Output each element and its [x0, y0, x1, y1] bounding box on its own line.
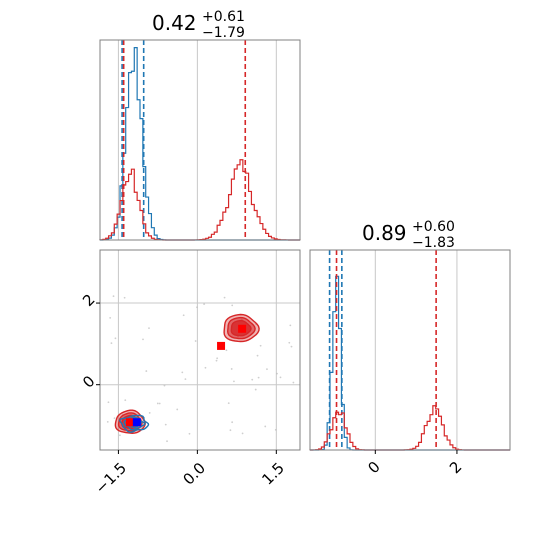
- scatter-point: [107, 401, 110, 404]
- y-tick-label-1: 2: [79, 290, 98, 309]
- marker-red-1: [238, 324, 247, 333]
- scatter-point: [231, 421, 234, 424]
- scatter-point: [110, 342, 113, 345]
- x-tick-label-0: 0: [364, 458, 383, 477]
- scatter-point: [124, 399, 127, 402]
- x-tick-label-2: 1.5: [258, 459, 288, 489]
- scatter-point: [257, 376, 260, 379]
- scatter-point: [227, 402, 230, 405]
- title-y-value: 0.89: [362, 221, 407, 245]
- title-y-plus: +0.60: [412, 219, 455, 235]
- axes-frame: [309, 249, 511, 451]
- scatter-point: [196, 306, 198, 309]
- marker-blue-3: [132, 418, 141, 427]
- scatter-point: [229, 429, 232, 432]
- scatter-point: [158, 402, 161, 405]
- title-y-minus: −1.83: [412, 235, 455, 251]
- x-tick-label-1: 0.0: [179, 459, 209, 489]
- axes-frame: [99, 249, 301, 451]
- scatter-point: [254, 388, 257, 391]
- scatter-point: [256, 354, 259, 357]
- histogram-red: [309, 405, 510, 451]
- scatter-point: [225, 349, 228, 352]
- scatter-point: [203, 303, 206, 306]
- scatter-point: [251, 378, 254, 381]
- scatter-point: [142, 338, 144, 341]
- scatter-point: [148, 412, 151, 414]
- joint-scatter-contour: −1.5 0.0 1.5 0 2: [79, 249, 301, 497]
- x-tick-label-0: −1.5: [92, 459, 130, 497]
- scatter-point: [223, 296, 226, 299]
- title-y: 0.89 +0.60 −1.83: [362, 219, 455, 251]
- scatter-point: [182, 314, 185, 317]
- marginal-x-histogram: [99, 39, 301, 241]
- scatter-point: [230, 368, 233, 370]
- scatter-point: [231, 304, 234, 307]
- scatter-point: [194, 340, 197, 342]
- scatter-point: [274, 428, 277, 431]
- scatter-point: [176, 408, 179, 411]
- scatter-point: [259, 344, 262, 347]
- scatter-point: [156, 402, 159, 405]
- scatter-point: [114, 337, 117, 340]
- histogram-blue: [99, 47, 300, 241]
- title-x-value: 0.42: [152, 11, 197, 35]
- marker-red-0: [126, 418, 134, 427]
- contour-blue-0: [119, 414, 150, 433]
- scatter-point: [288, 341, 291, 344]
- title-x: 0.42 +0.61 −1.79: [152, 9, 245, 41]
- scatter-point: [204, 366, 207, 369]
- scatter-point: [215, 359, 218, 362]
- scatter-point: [289, 324, 292, 327]
- histogram-red: [99, 159, 301, 241]
- scatter-point: [279, 376, 282, 379]
- scatter-point: [290, 345, 293, 348]
- scatter-point: [145, 370, 148, 372]
- scatter-point: [123, 296, 126, 299]
- scatter-point: [233, 380, 235, 383]
- scatter-point: [106, 420, 109, 423]
- histogram-blue: [310, 275, 510, 451]
- y-tick-label-0: 0: [79, 372, 98, 391]
- title-x-plus: +0.61: [202, 9, 245, 25]
- scatter-point: [112, 295, 115, 298]
- scatter-point: [164, 423, 167, 426]
- x-tick-label-1: 2: [446, 458, 465, 477]
- scatter-point: [118, 434, 121, 437]
- scatter-point: [216, 357, 219, 360]
- scatter-point: [241, 432, 244, 435]
- scatter-point: [181, 371, 184, 374]
- scatter-point: [276, 372, 278, 375]
- scatter-point: [166, 440, 168, 443]
- axes-frame: [99, 39, 301, 241]
- marker-red-2: [217, 341, 226, 350]
- scatter-point: [184, 378, 187, 380]
- scatter-point: [264, 425, 267, 428]
- title-x-minus: −1.79: [202, 25, 245, 41]
- scatter-point: [109, 316, 112, 319]
- scatter-point: [188, 432, 191, 435]
- scatter-point: [292, 381, 295, 384]
- scatter-point: [266, 368, 268, 371]
- scatter-point: [163, 384, 166, 387]
- scatter-point: [148, 327, 150, 330]
- scatter-point: [113, 417, 116, 420]
